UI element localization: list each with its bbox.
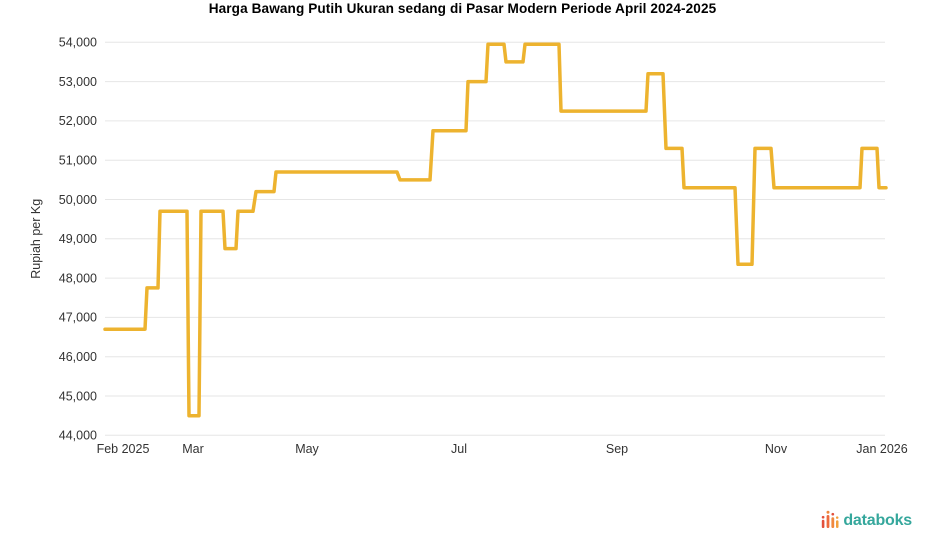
x-tick-label: Jan 2026 — [856, 442, 907, 456]
databoks-wordmark: databoks — [843, 512, 912, 529]
y-tick-label: 45,000 — [59, 389, 97, 403]
x-axis-tick-labels: Feb 2025 Mar May Jul Sep Nov Jan 2026 — [97, 442, 908, 456]
y-tick-label: 53,000 — [59, 75, 97, 89]
y-tick-label: 49,000 — [59, 232, 97, 246]
y-tick-label: 46,000 — [59, 350, 97, 364]
chart-title: Harga Bawang Putih Ukuran sedang di Pasa… — [208, 1, 717, 16]
y-axis-tick-labels: 54,000 53,000 52,000 51,000 50,000 49,000 48,0… — [59, 36, 97, 443]
y-axis-title: Rupiah per Kg — [29, 199, 43, 279]
x-tick-label: Feb 2025 — [97, 442, 150, 456]
x-tick-label: Sep — [606, 442, 628, 456]
y-tick-label: 54,000 — [59, 36, 97, 50]
y-tick-label: 47,000 — [59, 311, 97, 325]
price-step-line — [103, 42, 888, 418]
x-tick-label: Nov — [765, 442, 788, 456]
databoks-logo[interactable]: databoks — [820, 510, 912, 532]
databoks-spark-icon — [822, 510, 839, 528]
y-tick-label: 50,000 — [59, 193, 97, 207]
x-tick-label: Jul — [451, 442, 467, 456]
x-tick-label: May — [295, 442, 319, 456]
gridlines — [105, 41, 885, 436]
y-tick-label: 52,000 — [59, 114, 97, 128]
y-tick-label: 48,000 — [59, 271, 97, 285]
x-tick-label: Mar — [182, 442, 204, 456]
y-tick-label: 44,000 — [59, 429, 97, 443]
y-tick-label: 51,000 — [59, 154, 97, 168]
